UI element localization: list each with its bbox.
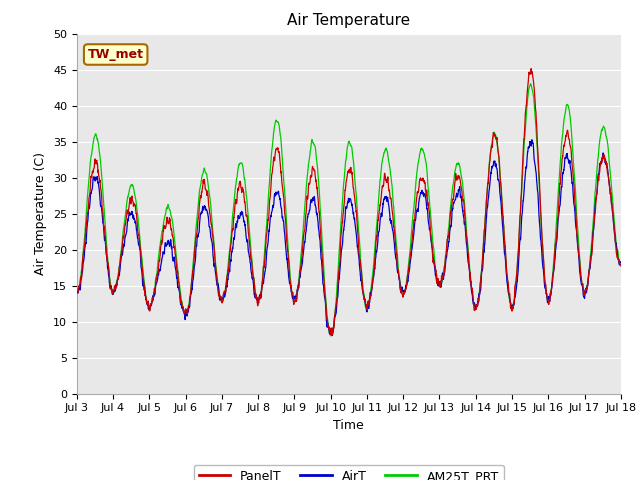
X-axis label: Time: Time xyxy=(333,419,364,432)
Text: TW_met: TW_met xyxy=(88,48,144,61)
Legend: PanelT, AirT, AM25T_PRT: PanelT, AirT, AM25T_PRT xyxy=(194,465,504,480)
Y-axis label: Air Temperature (C): Air Temperature (C) xyxy=(35,152,47,275)
Title: Air Temperature: Air Temperature xyxy=(287,13,410,28)
